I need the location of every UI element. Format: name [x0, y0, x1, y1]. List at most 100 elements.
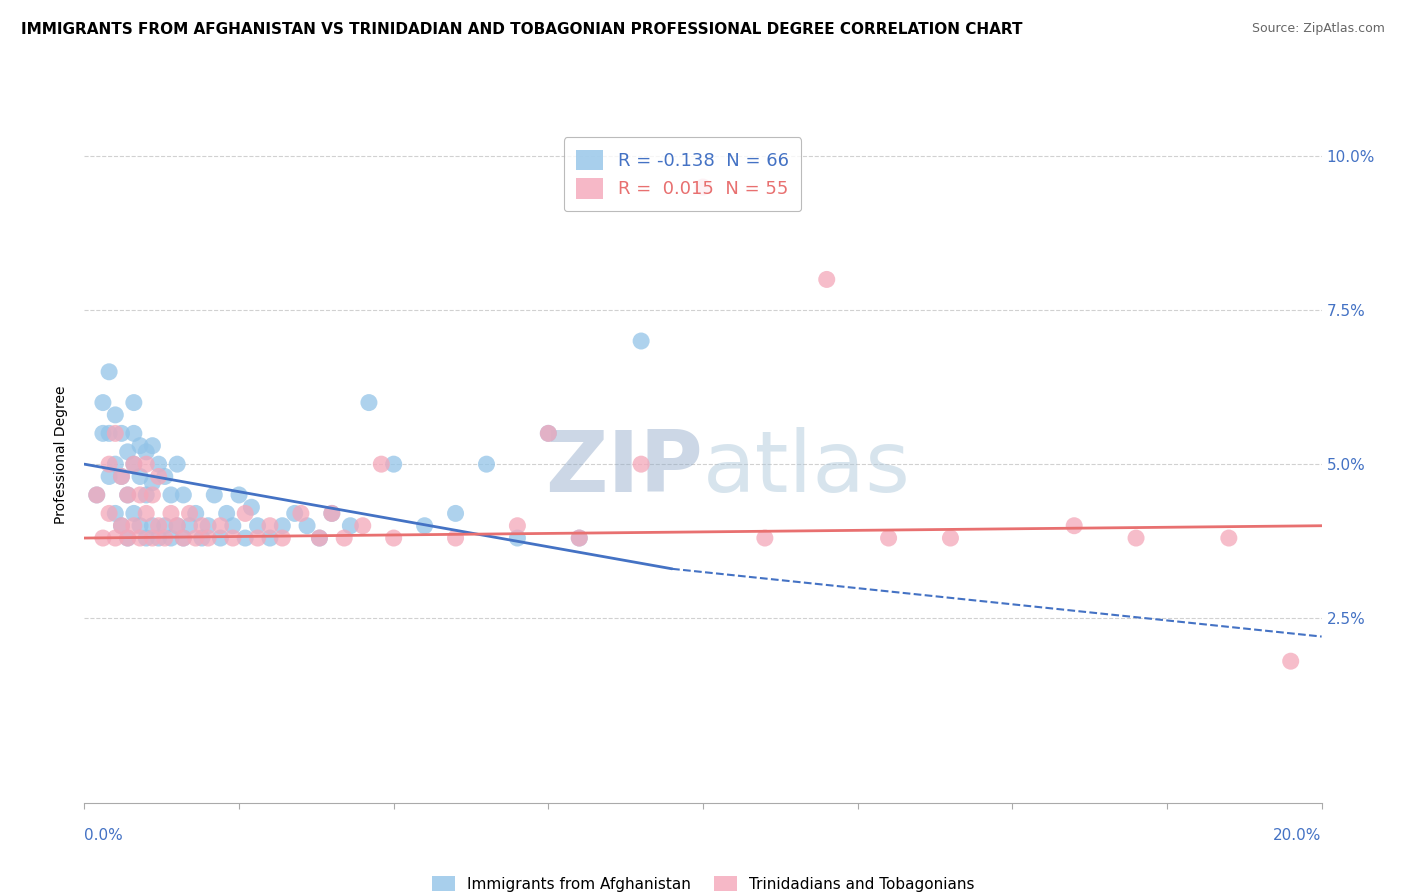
Point	[98, 507, 121, 521]
Point	[135, 457, 157, 471]
Point	[1218, 531, 1240, 545]
Point	[1125, 531, 1147, 545]
Text: Source: ZipAtlas.com: Source: ZipAtlas.com	[1251, 22, 1385, 36]
Point	[141, 439, 163, 453]
Point	[110, 518, 132, 533]
Point	[110, 426, 132, 441]
Point	[568, 531, 591, 545]
Point	[506, 531, 529, 545]
Point	[141, 475, 163, 490]
Legend: Immigrants from Afghanistan, Trinidadians and Tobagonians: Immigrants from Afghanistan, Trinidadian…	[426, 870, 980, 892]
Point	[122, 395, 145, 409]
Point	[1063, 518, 1085, 533]
Text: 20.0%: 20.0%	[1274, 828, 1322, 843]
Point	[179, 507, 201, 521]
Text: ZIP: ZIP	[546, 427, 703, 510]
Point	[233, 507, 256, 521]
Text: 0.0%: 0.0%	[84, 828, 124, 843]
Text: atlas: atlas	[703, 427, 911, 510]
Point	[166, 518, 188, 533]
Point	[222, 531, 245, 545]
Point	[98, 469, 121, 483]
Point	[86, 488, 108, 502]
Point	[233, 531, 256, 545]
Point	[141, 531, 163, 545]
Point	[104, 426, 127, 441]
Point	[122, 507, 145, 521]
Point	[333, 531, 356, 545]
Point	[321, 507, 343, 521]
Point	[444, 531, 467, 545]
Point	[240, 500, 263, 515]
Point	[271, 518, 294, 533]
Point	[357, 395, 380, 409]
Point	[91, 426, 114, 441]
Point	[271, 531, 294, 545]
Point	[91, 531, 114, 545]
Point	[104, 408, 127, 422]
Point	[160, 507, 183, 521]
Point	[191, 518, 214, 533]
Point	[290, 507, 312, 521]
Point	[308, 531, 330, 545]
Point	[117, 531, 139, 545]
Point	[98, 457, 121, 471]
Point	[202, 488, 225, 502]
Point	[179, 518, 201, 533]
Point	[117, 488, 139, 502]
Point	[692, 180, 714, 194]
Point	[104, 531, 127, 545]
Point	[184, 531, 207, 545]
Point	[382, 531, 405, 545]
Point	[135, 488, 157, 502]
Point	[166, 457, 188, 471]
Point	[308, 531, 330, 545]
Point	[135, 531, 157, 545]
Point	[129, 518, 152, 533]
Point	[166, 518, 188, 533]
Point	[877, 531, 900, 545]
Point	[259, 518, 281, 533]
Point	[148, 469, 170, 483]
Point	[209, 531, 232, 545]
Point	[122, 457, 145, 471]
Point	[1279, 654, 1302, 668]
Point	[148, 457, 170, 471]
Point	[104, 507, 127, 521]
Point	[129, 488, 152, 502]
Point	[370, 457, 392, 471]
Point	[209, 518, 232, 533]
Point	[98, 365, 121, 379]
Point	[197, 531, 219, 545]
Point	[98, 426, 121, 441]
Point	[153, 469, 176, 483]
Point	[475, 457, 498, 471]
Point	[153, 518, 176, 533]
Point	[215, 507, 238, 521]
Point	[135, 507, 157, 521]
Point	[172, 488, 194, 502]
Point	[191, 531, 214, 545]
Point	[295, 518, 318, 533]
Point	[352, 518, 374, 533]
Point	[246, 518, 269, 533]
Point	[339, 518, 361, 533]
Point	[184, 507, 207, 521]
Point	[246, 531, 269, 545]
Point	[122, 457, 145, 471]
Point	[754, 531, 776, 545]
Point	[148, 531, 170, 545]
Point	[382, 457, 405, 471]
Point	[284, 507, 307, 521]
Point	[630, 457, 652, 471]
Point	[129, 439, 152, 453]
Point	[129, 469, 152, 483]
Point	[141, 518, 163, 533]
Point	[110, 469, 132, 483]
Point	[321, 507, 343, 521]
Point	[117, 531, 139, 545]
Point	[815, 272, 838, 286]
Point	[444, 507, 467, 521]
Point	[172, 531, 194, 545]
Point	[506, 518, 529, 533]
